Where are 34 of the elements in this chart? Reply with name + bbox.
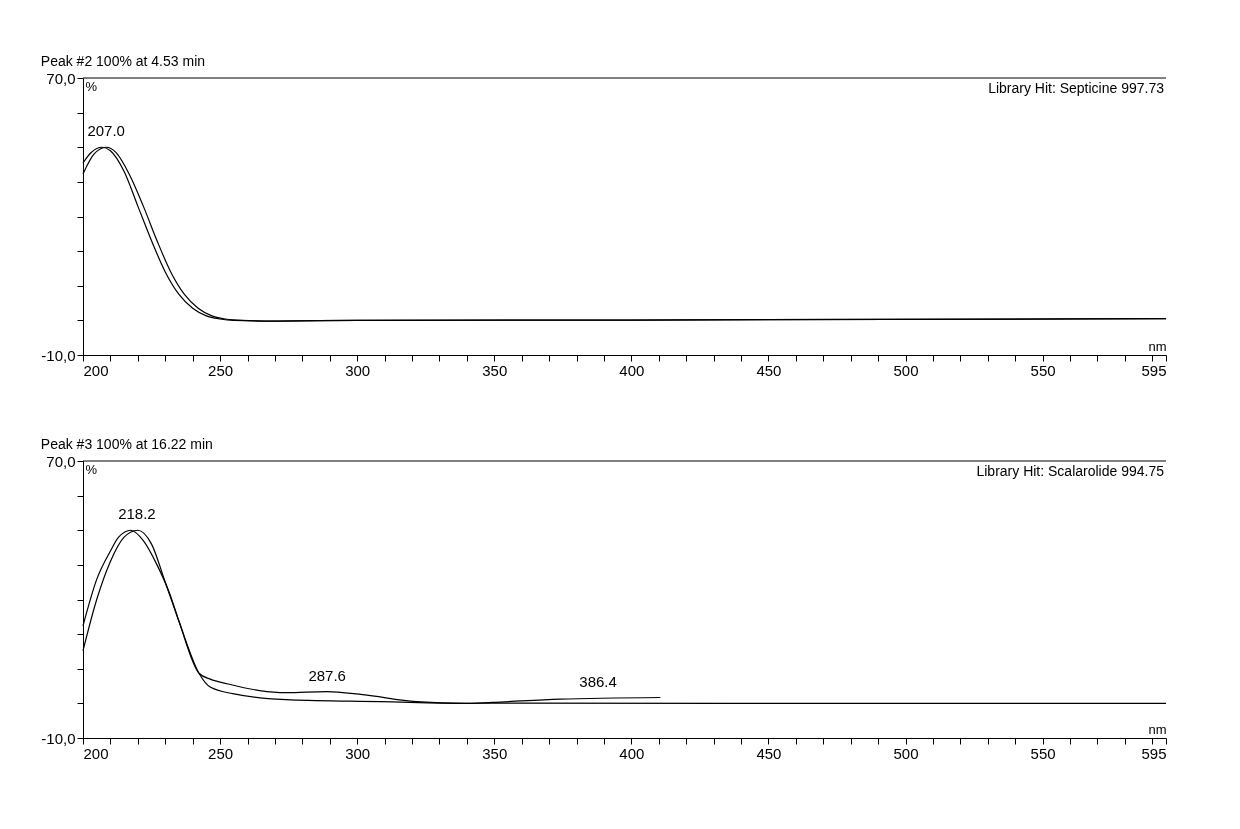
y-tick-label: 70,0	[46, 452, 76, 470]
x-tick-label: 595	[1141, 744, 1167, 762]
x-axis-title: nm	[1148, 721, 1167, 737]
x-tick-label: 300	[345, 744, 371, 762]
y-tick-label: 70,0	[46, 69, 76, 87]
x-tick-label: 200	[83, 744, 109, 762]
annotation: Library Hit: Scalarolide 994.75	[976, 463, 1165, 479]
x-tick-label: 550	[1030, 744, 1056, 762]
annotation: 218.2	[118, 505, 156, 523]
x-tick-label: 450	[756, 361, 782, 379]
x-tick-label: 400	[619, 744, 645, 762]
y-axis-title: %	[85, 461, 98, 477]
y-tick-label: -10,0	[41, 346, 76, 364]
chart-title: Peak #3 100% at 16.22 min	[40, 436, 213, 452]
annotation: 207.0	[87, 122, 125, 140]
chart-title: Peak #2 100% at 4.53 min	[40, 53, 206, 69]
x-tick-label: 500	[893, 744, 919, 762]
x-tick-label: 250	[208, 361, 234, 379]
y-tick-label: -10,0	[41, 729, 76, 747]
annotation: Library Hit: Septicine 997.73	[988, 80, 1165, 96]
x-tick-label: 400	[619, 361, 645, 379]
x-tick-label: 350	[482, 744, 508, 762]
x-tick-label: 250	[208, 744, 234, 762]
x-tick-label: 450	[756, 744, 782, 762]
x-tick-label: 300	[345, 361, 371, 379]
annotation: 386.4	[579, 673, 617, 691]
x-tick-label: 200	[83, 361, 109, 379]
x-tick-label: 595	[1141, 361, 1167, 379]
x-tick-label: 550	[1030, 361, 1056, 379]
x-tick-label: 350	[482, 361, 508, 379]
x-axis-title: nm	[1148, 338, 1167, 354]
annotation: 287.6	[308, 666, 346, 684]
x-tick-label: 500	[893, 361, 919, 379]
y-axis-title: %	[85, 78, 98, 94]
